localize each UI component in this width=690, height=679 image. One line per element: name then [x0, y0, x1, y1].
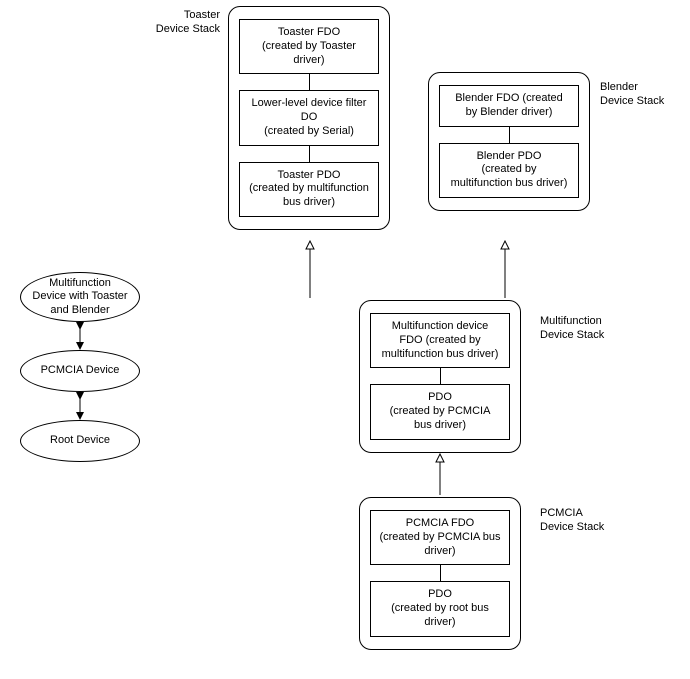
connector — [309, 146, 310, 162]
multifunction-fdo-box: Multifunction deviceFDO (created bymulti… — [370, 313, 510, 368]
blender-fdo-box: Blender FDO (createdby Blender driver) — [439, 85, 579, 127]
toaster-pdo-box: Toaster PDO(created by multifunctionbus … — [239, 162, 379, 217]
pcmcia-device-ellipse: PCMCIA Device — [20, 350, 140, 392]
toaster-filter-box: Lower-level device filterDO(created by S… — [239, 90, 379, 145]
multifunction-device-ellipse: MultifunctionDevice with Toasterand Blen… — [20, 272, 140, 322]
pcmcia-fdo-box: PCMCIA FDO(created by PCMCIA busdriver) — [370, 510, 510, 565]
ellipse-label: Root Device — [50, 434, 110, 447]
connector — [509, 127, 510, 143]
toaster-stack: Toaster FDO(created by Toasterdriver) Lo… — [228, 6, 390, 230]
multifunction-stack-label: MultifunctionDevice Stack — [540, 314, 604, 343]
pcmcia-pdo-box: PDO(created by root busdriver) — [370, 581, 510, 636]
root-device-ellipse: Root Device — [20, 420, 140, 462]
ellipse-label: MultifunctionDevice with Toasterand Blen… — [32, 277, 127, 317]
blender-stack: Blender FDO (createdby Blender driver) B… — [428, 72, 590, 211]
multifunction-stack: Multifunction deviceFDO (created bymulti… — [359, 300, 521, 453]
toaster-stack-label: ToasterDevice Stack — [140, 8, 220, 37]
blender-stack-label: BlenderDevice Stack — [600, 80, 664, 109]
blender-pdo-box: Blender PDO(created bymultifunction bus … — [439, 143, 579, 198]
pcmcia-stack: PCMCIA FDO(created by PCMCIA busdriver) … — [359, 497, 521, 650]
connector — [309, 74, 310, 90]
multifunction-pdo-box: PDO(created by PCMCIAbus driver) — [370, 384, 510, 439]
connector — [440, 368, 441, 384]
connector — [440, 565, 441, 581]
pcmcia-stack-label: PCMCIADevice Stack — [540, 506, 604, 535]
toaster-fdo-box: Toaster FDO(created by Toasterdriver) — [239, 19, 379, 74]
ellipse-label: PCMCIA Device — [41, 364, 120, 377]
